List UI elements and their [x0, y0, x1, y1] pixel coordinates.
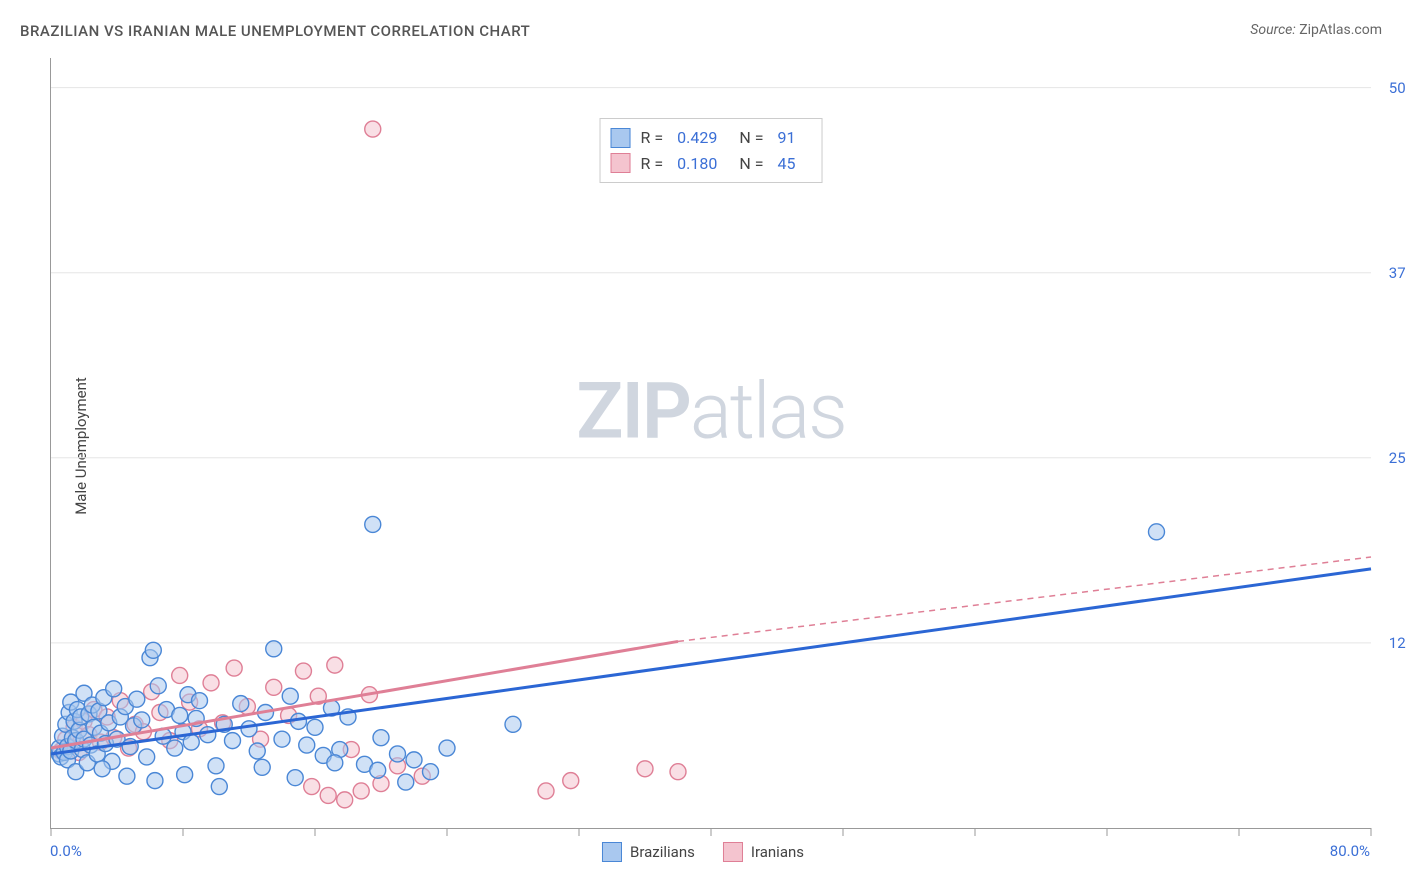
legend-label: Brazilians	[630, 843, 695, 861]
r-label: R =	[641, 125, 664, 151]
y-tick-label: 50.0%	[1389, 79, 1406, 97]
scatter-brazilians	[51, 516, 1164, 794]
r-value-iranians: 0.180	[677, 151, 717, 177]
y-tick-label: 37.5%	[1389, 264, 1406, 282]
scatter-iranians	[53, 121, 686, 808]
n-value-iranians: 45	[777, 151, 795, 177]
x-max-label: 80.0%	[1330, 842, 1370, 860]
r-value-brazilians: 0.429	[677, 125, 717, 151]
y-tick-label: 12.5%	[1389, 634, 1406, 652]
n-label: N =	[739, 125, 763, 151]
y-tick-label: 25.0%	[1389, 449, 1406, 467]
correlation-legend: R = 0.429 N = 91 R = 0.180 N = 45	[600, 118, 823, 183]
source-name: ZipAtlas.com	[1299, 22, 1382, 38]
plot-area: ZIPatlas 12.5%25.0%37.5%50.0% R = 0.429 …	[50, 58, 1371, 829]
legend-item-brazilians: Brazilians	[602, 842, 695, 862]
x-origin-label: 0.0%	[50, 842, 82, 860]
n-label: N =	[739, 151, 763, 177]
swatch-iranians	[611, 153, 631, 173]
source-label: Source:	[1250, 22, 1295, 38]
legend-label: Iranians	[751, 843, 804, 861]
swatch-icon	[602, 842, 622, 862]
swatch-brazilians	[611, 128, 631, 148]
r-label: R =	[641, 151, 664, 177]
source-attribution: Source: ZipAtlas.com	[1250, 22, 1382, 38]
legend-row-iranians: R = 0.180 N = 45	[611, 151, 808, 177]
chart-title: BRAZILIAN VS IRANIAN MALE UNEMPLOYMENT C…	[20, 22, 530, 40]
series-legend: Brazilians Iranians	[602, 842, 804, 862]
legend-item-iranians: Iranians	[723, 842, 804, 862]
x-ticks	[51, 828, 1371, 836]
legend-row-brazilians: R = 0.429 N = 91	[611, 125, 808, 151]
swatch-icon	[723, 842, 743, 862]
n-value-brazilians: 91	[777, 125, 795, 151]
